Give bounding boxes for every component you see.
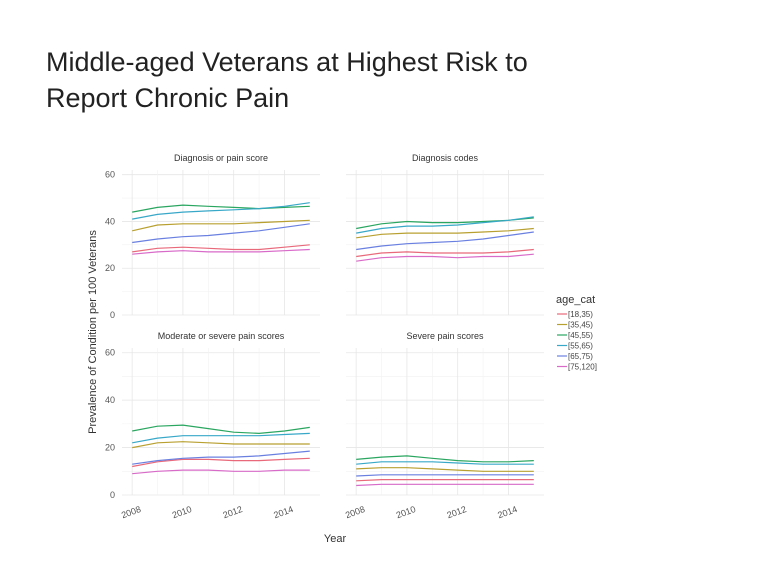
legend-label: [18,35)	[568, 310, 593, 319]
y-tick-label: 40	[105, 395, 115, 405]
panel-title: Severe pain scores	[406, 331, 484, 341]
y-tick-label: 60	[105, 348, 115, 358]
panel-title: Moderate or severe pain scores	[158, 331, 285, 341]
legend-label: [45,55)	[568, 331, 593, 340]
series-line	[132, 204, 310, 213]
x-tick-label: 2014	[272, 504, 294, 520]
series-line	[132, 457, 310, 468]
slide-title-line-2: Report Chronic Pain	[46, 83, 290, 113]
x-tick-label: 2012	[446, 504, 468, 520]
legend-label: [35,45)	[568, 321, 593, 330]
series-line	[132, 432, 310, 444]
series-line	[356, 461, 534, 465]
y-tick-label: 20	[105, 443, 115, 453]
series-line	[132, 424, 310, 435]
legend-label: [55,65)	[568, 342, 593, 351]
panel-title: Diagnosis or pain score	[174, 153, 268, 163]
y-tick-label: 20	[105, 263, 115, 273]
series-line	[356, 474, 534, 477]
series-line	[356, 217, 534, 230]
y-axis-title: Prevalence of Condition per 100 Veterans	[87, 230, 99, 434]
panel-title: Diagnosis codes	[412, 153, 479, 163]
legend-label: [65,75)	[568, 352, 593, 361]
series-line	[356, 467, 534, 472]
series-line	[132, 469, 310, 475]
series-line	[132, 202, 310, 220]
x-tick-label: 2010	[395, 504, 417, 520]
y-tick-label: 0	[110, 310, 115, 320]
y-tick-label: 40	[105, 216, 115, 226]
x-tick-label: 2008	[120, 504, 142, 520]
y-tick-label: 60	[105, 170, 115, 180]
series-line	[132, 441, 310, 449]
y-tick-label: 0	[110, 490, 115, 500]
x-axis-title: Year	[324, 533, 347, 545]
series-line	[132, 219, 310, 232]
slide-title-line-1: Middle-aged Veterans at Highest Risk to	[46, 47, 528, 77]
series-line	[356, 227, 534, 239]
slide-title: Middle-aged Veterans at Highest Risk to …	[46, 44, 726, 116]
x-tick-label: 2014	[496, 504, 518, 520]
series-line	[356, 483, 534, 487]
legend-label: [75,120]	[568, 363, 597, 372]
series-line	[356, 248, 534, 258]
x-tick-label: 2010	[171, 504, 193, 520]
series-line	[356, 455, 534, 463]
series-line	[356, 479, 534, 482]
legend-title: age_cat	[556, 294, 595, 306]
series-line	[132, 450, 310, 465]
series-line	[132, 248, 310, 255]
series-line	[132, 223, 310, 244]
series-line	[132, 244, 310, 253]
series-line	[356, 216, 534, 234]
x-tick-label: 2008	[344, 504, 366, 520]
series-line	[356, 253, 534, 262]
x-tick-label: 2012	[222, 504, 244, 520]
series-line	[356, 231, 534, 251]
